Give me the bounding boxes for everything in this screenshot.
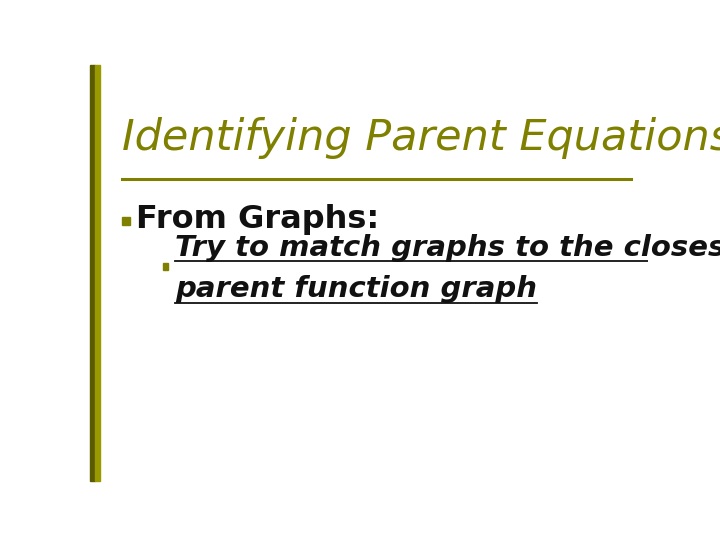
Text: From Graphs:: From Graphs: bbox=[136, 204, 379, 235]
Text: parent function graph: parent function graph bbox=[175, 275, 537, 303]
Text: Identifying Parent Equations: Identifying Parent Equations bbox=[122, 117, 720, 159]
Bar bbox=[90, 65, 95, 481]
Bar bbox=[95, 65, 100, 481]
Bar bbox=[122, 217, 130, 225]
Text: Try to match graphs to the closest: Try to match graphs to the closest bbox=[175, 234, 720, 262]
Bar bbox=[163, 263, 168, 270]
